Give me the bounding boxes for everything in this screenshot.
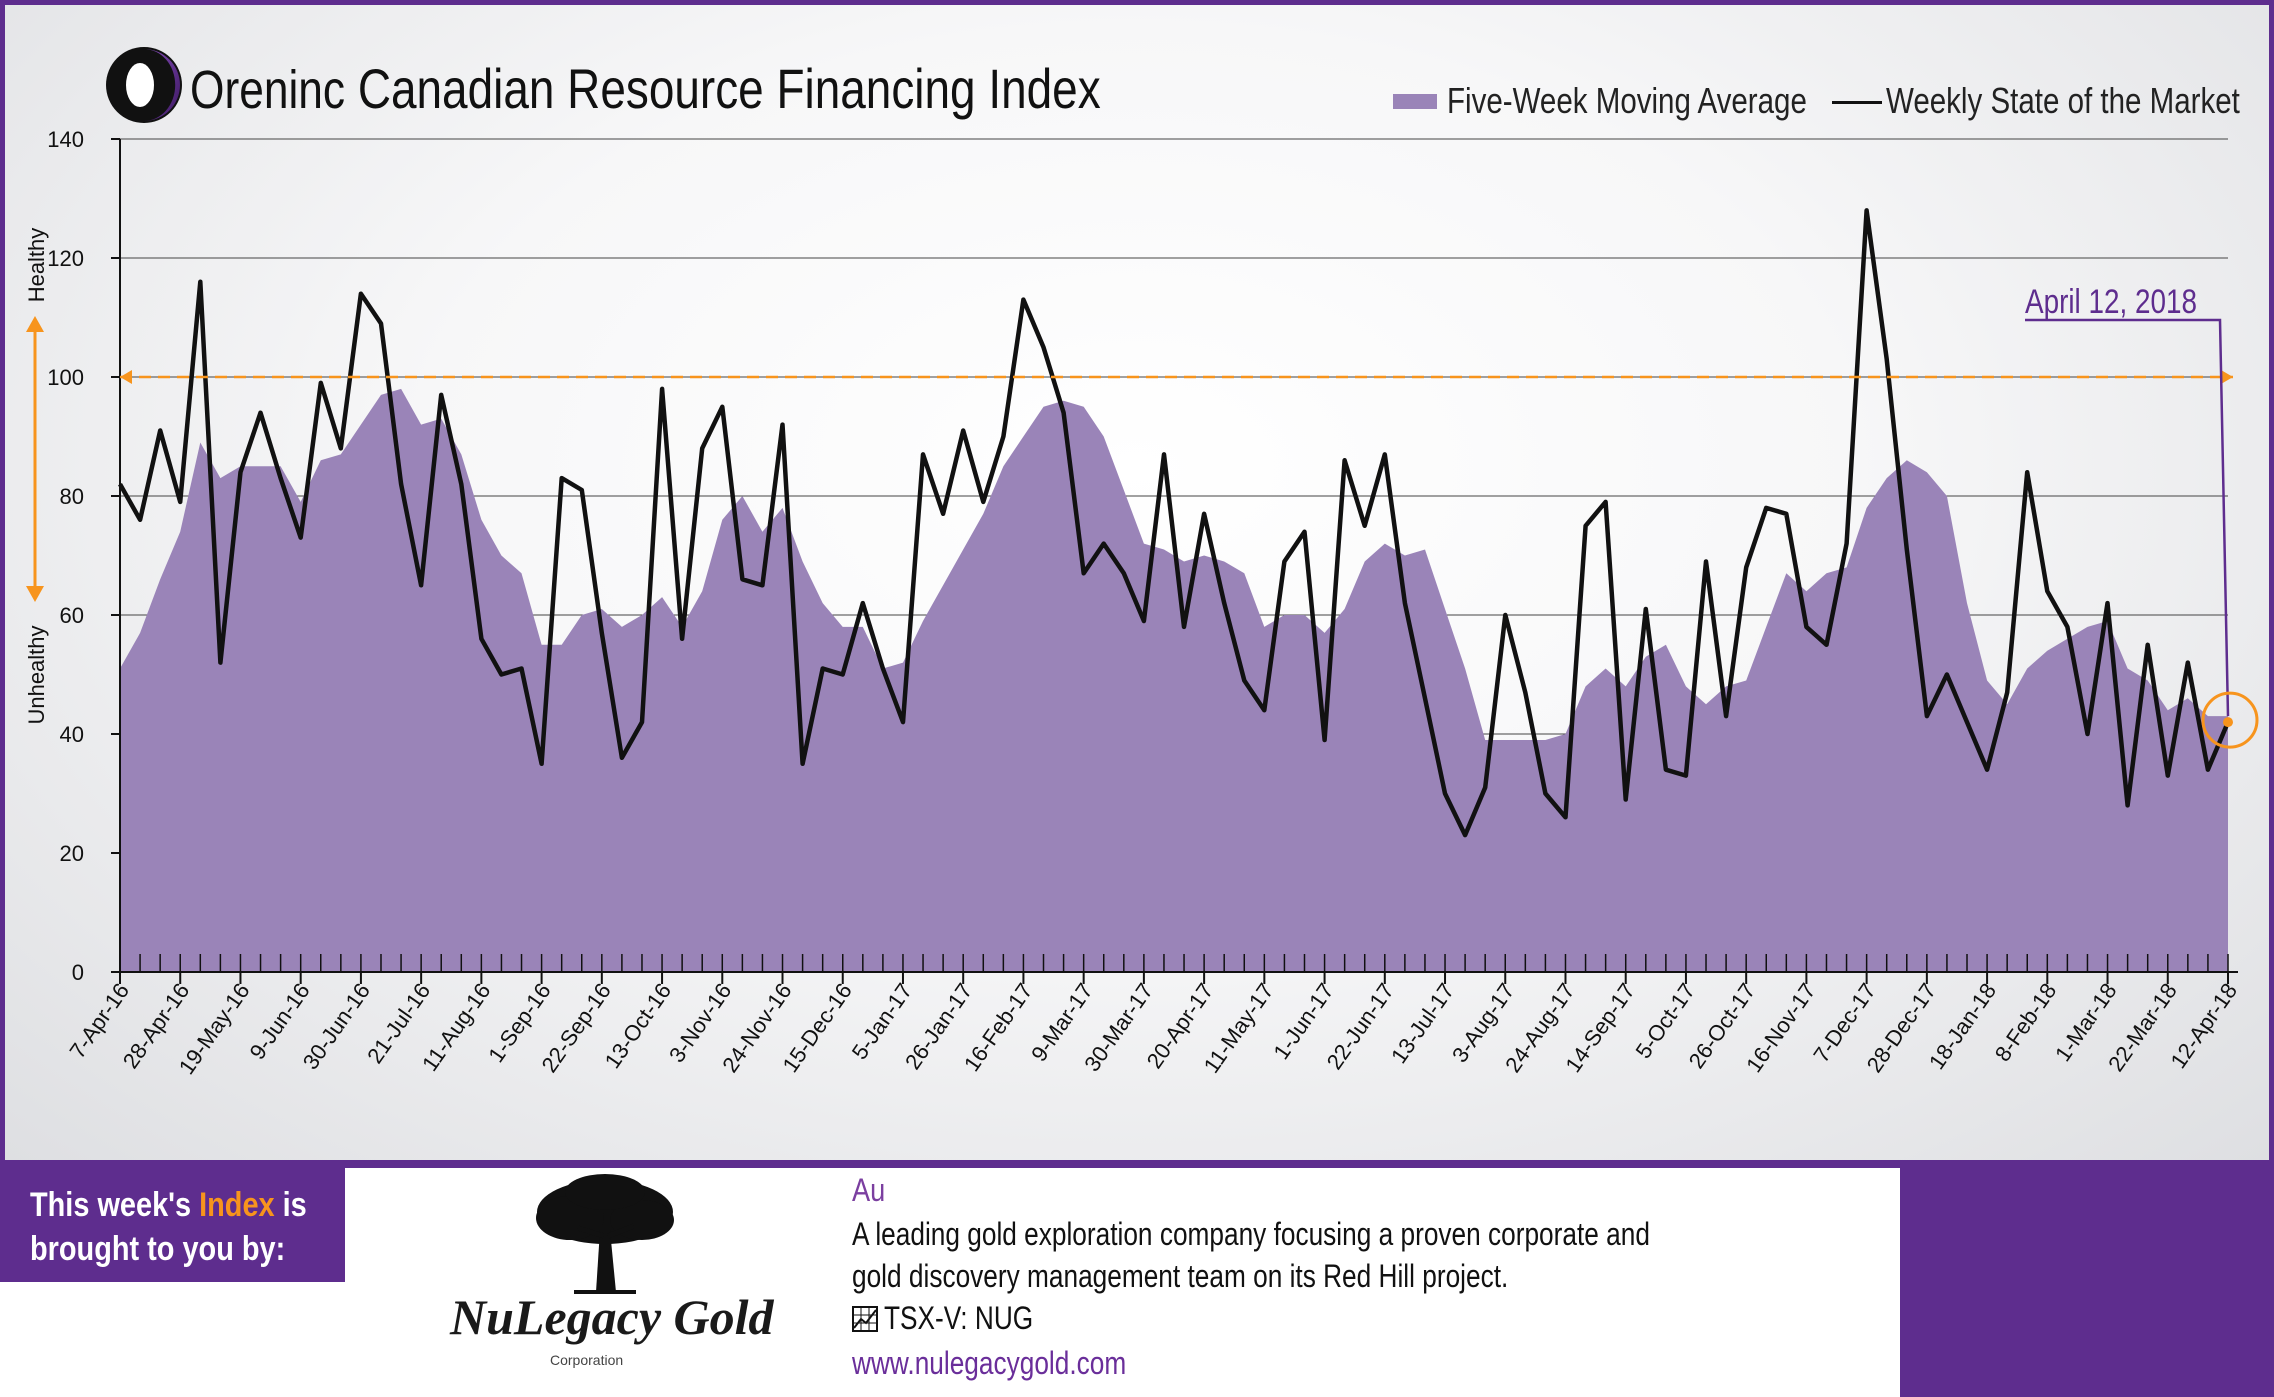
sponsor-label: This week's Index is brought to you by: (30, 1183, 307, 1271)
health-arrow-down (26, 586, 44, 602)
y-tick-label: 0 (72, 960, 84, 985)
y-tick-label: 20 (60, 841, 84, 866)
tree-logo-icon (536, 1174, 674, 1294)
y-tick-label: 120 (47, 246, 84, 271)
legend-line-swatch (1832, 101, 1882, 104)
healthy-label: Healthy (24, 228, 49, 303)
company-description-line2: gold discovery management team on its Re… (852, 1258, 1509, 1294)
callout-label: April 12, 2018 (2025, 282, 2197, 320)
sponsor-label-part2: is (282, 1186, 307, 1224)
sponsor-corner-block (1900, 1315, 2274, 1397)
sponsor-label-highlight: Index (199, 1186, 275, 1224)
moving-average-area (120, 388, 2228, 972)
legend-area-label: Five-Week Moving Average (1447, 80, 1807, 121)
health-arrow-up (26, 316, 44, 332)
chart-title: Oreninc Canadian Resource Financing Inde… (190, 56, 1101, 121)
company-description-line1: A leading gold exploration company focus… (852, 1216, 1650, 1252)
y-tick-label: 80 (60, 484, 84, 509)
commodity-symbol: Au (852, 1172, 886, 1208)
unhealthy-label: Unhealthy (24, 625, 49, 724)
sponsor-label-line2: brought to you by: (30, 1230, 286, 1268)
weekly-market-line-path (118, 208, 2231, 838)
y-tick-label: 40 (60, 722, 84, 747)
callout-leader (2025, 318, 2230, 717)
annotations: Healthy Unhealthy April 12, 2018 (24, 228, 2259, 749)
threshold-left-arrow (120, 370, 132, 384)
weekly-market-line (118, 208, 2231, 838)
y-tick-label: 140 (47, 127, 84, 152)
financing-index-chart: 0204060801001201407-Apr-1628-Apr-1619-Ma… (24, 127, 2259, 1079)
oreninc-logo-icon (106, 47, 182, 123)
threshold-right-arrow (2221, 370, 2233, 384)
title-text: Canadian Resource Financing Index (357, 57, 1101, 120)
y-tick-label: 60 (60, 603, 84, 628)
sponsor-label-part1: This week's (30, 1186, 192, 1224)
moving-average-area-shape (120, 388, 2228, 972)
legend-area-swatch (1393, 94, 1437, 109)
callout-point (2223, 717, 2233, 728)
legend-line-label: Weekly State of the Market (1886, 80, 2240, 121)
company-website-link[interactable]: www.nulegacygold.com (852, 1345, 1127, 1381)
callout-circle (2201, 691, 2259, 749)
stock-ticker: TSX-V: NUG (884, 1300, 1034, 1336)
stock-chart-icon (852, 1306, 878, 1332)
brand-name: Oreninc (190, 60, 346, 120)
sponsor-tab (0, 1163, 345, 1282)
company-name: NuLegacy Gold (450, 1289, 774, 1345)
y-tick-label: 100 (47, 365, 84, 390)
company-subtitle: Corporation (550, 1352, 624, 1368)
